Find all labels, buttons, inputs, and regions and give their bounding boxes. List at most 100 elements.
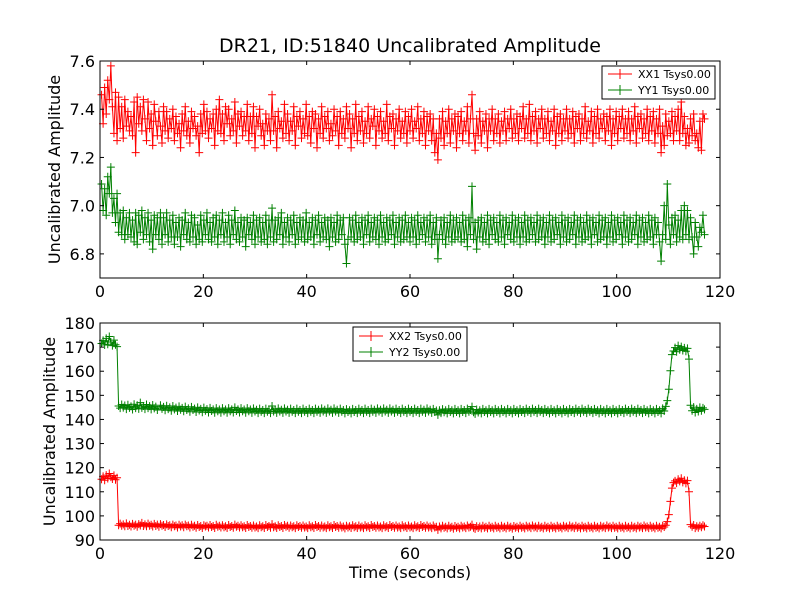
chart-top-marker-xx1 (199, 100, 208, 109)
chart-top-marker-xx1 (556, 110, 565, 119)
chart-top-marker-yy1 (601, 213, 610, 222)
chart-top-marker-xx1 (322, 124, 331, 133)
chart-top-marker-yy1 (161, 230, 170, 239)
chart-top-marker-yy1 (452, 213, 461, 222)
chart-top-marker-xx1 (542, 129, 551, 138)
chart-top-marker-xx1 (666, 129, 675, 138)
chart-top-marker-xx1 (561, 126, 569, 135)
chart-bottom-marker-xx2 (683, 476, 692, 485)
chart-top-marker-yy1 (227, 216, 236, 225)
chart-top-marker-xx1 (274, 107, 283, 116)
chart-top-marker-yy1 (147, 216, 156, 225)
chart-top-marker-yy1 (249, 211, 258, 220)
chart-top-marker-yy1 (356, 233, 365, 242)
chart-top-marker-yy1 (543, 233, 552, 242)
chart-top-marker-xx1 (588, 138, 597, 147)
chart-top-marker-xx1 (517, 124, 526, 133)
chart-top-marker-xx1 (667, 107, 676, 116)
chart-top-marker-yy1 (700, 230, 709, 239)
chart-top-marker-yy1 (661, 235, 670, 244)
chart-top-marker-xx1 (502, 136, 511, 145)
chart-top-marker-xx1 (576, 136, 585, 145)
chart-top-marker-xx1 (176, 143, 185, 152)
chart-top-marker-xx1 (661, 110, 670, 119)
chart-top-marker-yy1 (666, 240, 675, 249)
chart-top-marker-xx1 (378, 134, 387, 143)
chart-top-marker-xx1 (305, 112, 314, 121)
chart-top-marker-yy1 (133, 240, 142, 249)
chart-top-marker-xx1 (672, 126, 681, 135)
chart-top-marker-xx1 (601, 136, 610, 145)
chart-top-marker-xx1 (356, 126, 365, 135)
chart-top-marker-xx1 (342, 102, 351, 111)
chart-bottom-marker-yy2 (468, 402, 476, 411)
chart-top-marker-xx1 (192, 131, 201, 140)
chart-top-marker-xx1 (285, 136, 294, 145)
chart-top-marker-yy1 (254, 233, 263, 242)
chart-top-marker-xx1 (390, 141, 399, 150)
chart-top-marker-xx1 (607, 141, 616, 150)
chart-top-marker-xx1 (539, 134, 548, 143)
chart-bottom-ticks: 0 20 40 60 80 100 120 90 100 110 120 130 140 150 160 17… (64, 314, 735, 563)
chart-top-marker-yy1 (568, 230, 577, 239)
chart-top-marker-xx1 (316, 129, 325, 138)
chart-top-marker-yy1 (502, 213, 511, 222)
chart-top-marker-xx1 (683, 124, 692, 133)
chart-top-marker-yy1 (266, 233, 275, 242)
chart-top-marker-yy1 (285, 237, 294, 246)
chart-top-marker-yy1 (260, 235, 269, 244)
chart-top-marker-yy1 (140, 213, 149, 222)
chart-bottom-marker-yy2 (683, 344, 692, 353)
chart-top-marker-yy1 (463, 242, 472, 251)
chart-top-xtick-label: 0 (95, 282, 105, 301)
chart-top-marker-xx1 (565, 114, 574, 123)
chart-top-marker-yy1 (691, 218, 700, 227)
chart-top-marker-xx1 (619, 134, 628, 143)
chart-top-marker-xx1 (654, 129, 662, 138)
chart-top-marker-yy1 (215, 216, 224, 225)
chart-top-marker-yy1 (674, 216, 683, 225)
chart-top-marker-yy1 (505, 218, 514, 227)
chart-top-marker-yy1 (326, 213, 335, 222)
chart-top-marker-yy1 (223, 233, 232, 242)
chart-top-marker-yy1 (325, 242, 334, 251)
chart-top-marker-yy1 (483, 211, 492, 220)
chart-top-marker-yy1 (134, 211, 143, 220)
chart-top-marker-yy1 (361, 216, 370, 225)
chart-top-marker-xx1 (295, 107, 304, 116)
chart-top-marker-xx1 (641, 129, 650, 138)
chart-bottom-marker-yy2 (151, 402, 160, 411)
chart-top-marker-xx1 (643, 105, 652, 114)
chart-top-marker-xx1 (657, 148, 666, 157)
chart-top-marker-xx1 (351, 100, 360, 109)
chart-top-marker-xx1 (695, 117, 704, 126)
chart-bottom-legend-label-xx2: XX2 Tsys0.00 (389, 330, 462, 343)
chart-top-marker-xx1 (421, 141, 430, 150)
chart-top-marker-yy1 (170, 240, 179, 249)
chart-top-marker-yy1 (268, 204, 277, 213)
chart-top-marker-yy1 (317, 218, 326, 227)
chart-bottom-marker-yy2 (113, 342, 122, 351)
chart-top-marker-yy1 (299, 216, 308, 225)
chart-top-marker-xx1 (402, 138, 411, 147)
chart-bottom-marker-yy2 (111, 340, 120, 349)
chart-top-marker-yy1 (375, 240, 383, 249)
chart-top-marker-xx1 (365, 134, 374, 143)
chart-top-marker-xx1 (650, 138, 659, 147)
chart-top-marker-yy1 (657, 257, 666, 266)
chart-top-marker-yy1 (291, 240, 300, 249)
chart-bottom-ytick-label: 90 (75, 531, 95, 550)
chart-top-marker-yy1 (392, 218, 401, 227)
chart-top-marker-xx1 (328, 131, 337, 140)
chart-top-marker-xx1 (578, 114, 587, 123)
chart-top-marker-xx1 (671, 112, 680, 121)
chart-top-marker-xx1 (609, 114, 618, 123)
chart-top-marker-xx1 (379, 117, 388, 126)
chart-top-marker-xx1 (624, 107, 633, 116)
chart-top-marker-xx1 (103, 76, 112, 85)
chart-top-marker-yy1 (235, 237, 244, 246)
chart-top-marker-xx1 (139, 95, 148, 104)
chart-top-marker-yy1 (641, 218, 650, 227)
chart-top-marker-xx1 (618, 105, 627, 114)
chart-top-ytick-label: 7.0 (70, 197, 95, 216)
